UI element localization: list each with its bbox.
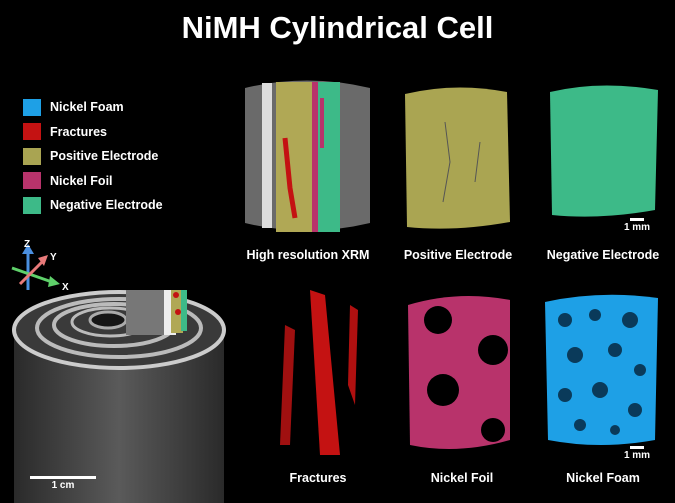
caption-nickel-foil: Nickel Foil (430, 471, 494, 485)
legend-label: Negative Electrode (50, 198, 163, 213)
legend-swatch (23, 172, 41, 190)
legend-swatch (23, 147, 41, 165)
positive-electrode-render (405, 87, 510, 229)
legend-swatch (23, 123, 41, 141)
caption-fractures: Fractures (289, 471, 347, 485)
legend-item-nickel-foam: Nickel Foam (23, 95, 163, 120)
scale-label: 1 mm (623, 222, 651, 233)
scale-bar-1mm-bottom: 1 mm (622, 446, 652, 461)
legend-label: Nickel Foil (50, 173, 113, 188)
xrm-render (245, 80, 370, 232)
nickel-foam-render (545, 294, 658, 445)
axis-triad-icon: Z Y X (11, 239, 69, 293)
axis-label-y: Y (50, 252, 57, 263)
legend-item-negative-electrode: Negative Electrode (23, 193, 163, 218)
legend-label: Positive Electrode (50, 149, 159, 164)
legend-swatch (23, 98, 41, 116)
legend-item-positive-electrode: Positive Electrode (23, 144, 163, 169)
nickel-foil-render (408, 296, 510, 449)
axis-label-x: X (62, 282, 69, 293)
legend-item-fractures: Fractures (23, 120, 163, 145)
legend: Nickel Foam Fractures Positive Electrode… (23, 95, 163, 218)
legend-item-nickel-foil: Nickel Foil (23, 169, 163, 194)
figure-title: NiMH Cylindrical Cell (181, 10, 494, 45)
scale-label: 1 mm (623, 450, 651, 461)
caption-positive-electrode: Positive Electrode (403, 248, 513, 262)
caption-xrm: High resolution XRM (246, 248, 370, 262)
scale-label: 1 cm (51, 480, 75, 491)
scale-bar-1cm: 1 cm (28, 476, 98, 491)
negative-electrode-render (550, 85, 658, 217)
fractures-render (280, 290, 358, 455)
axis-label-z: Z (24, 239, 30, 250)
legend-swatch (23, 196, 41, 214)
legend-label: Nickel Foam (50, 100, 124, 115)
caption-negative-electrode: Negative Electrode (546, 248, 660, 262)
scale-bar-1mm-top: 1 mm (622, 218, 652, 233)
cell-cylinder-render (12, 290, 226, 503)
legend-label: Fractures (50, 124, 107, 139)
caption-nickel-foam: Nickel Foam (566, 471, 640, 485)
